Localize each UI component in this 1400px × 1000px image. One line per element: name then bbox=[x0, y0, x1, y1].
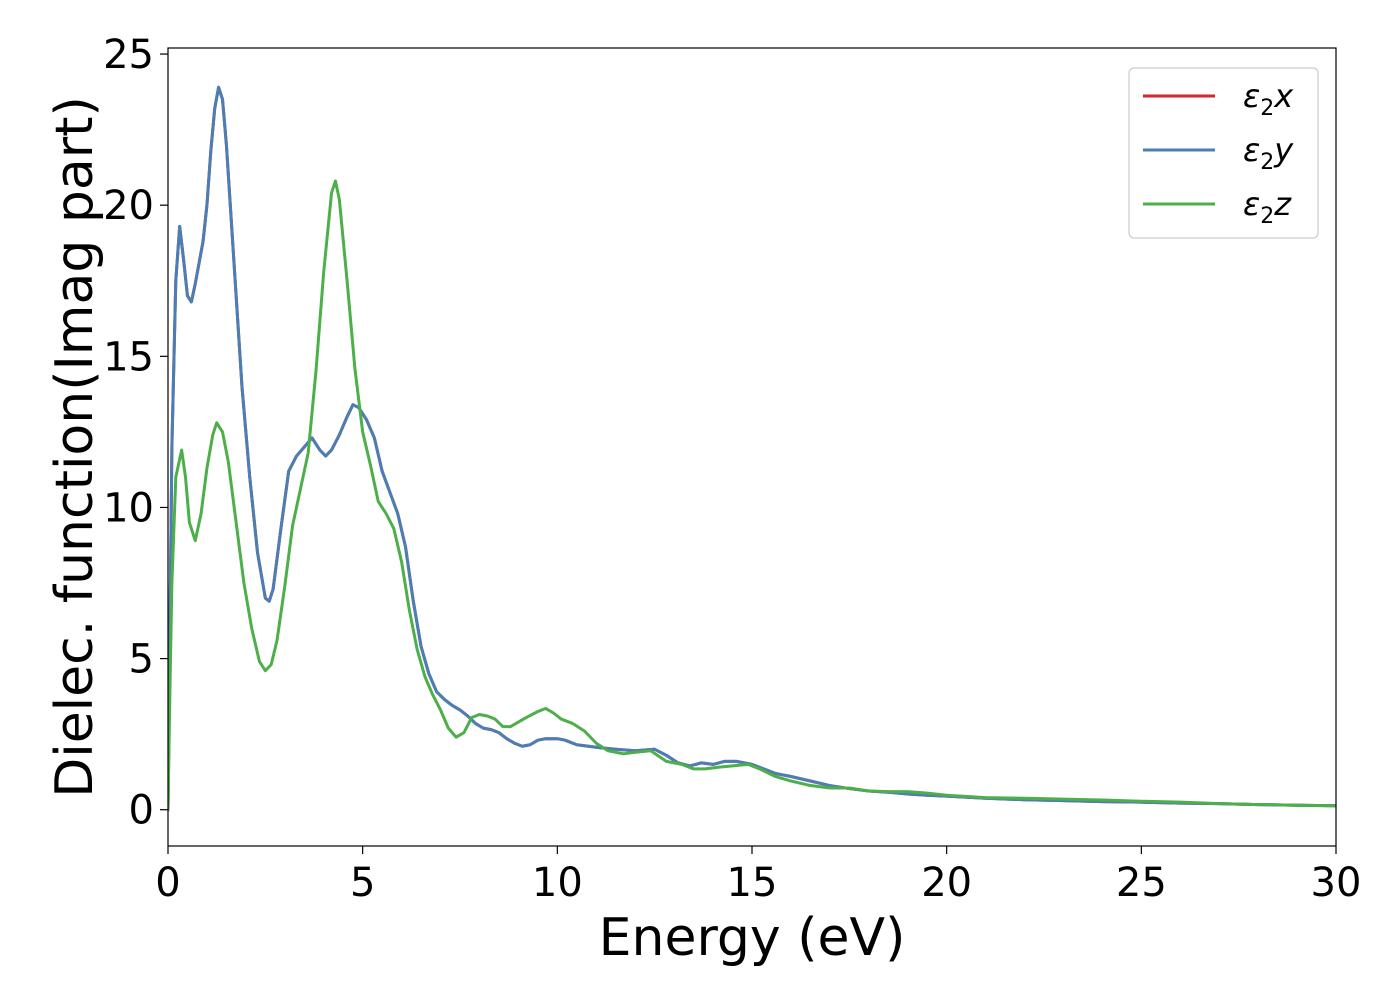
x-axis-ticks: 0 5 10 15 20 25 30 bbox=[155, 846, 1361, 906]
x-tick-label: 5 bbox=[350, 860, 375, 906]
y-axis-label: Dielec. function(Imag part) bbox=[45, 96, 105, 798]
x-tick-label: 0 bbox=[155, 860, 180, 906]
legend-label-x: ε2x bbox=[1243, 77, 1294, 121]
plot-area bbox=[168, 85, 1336, 812]
x-tick-label: 20 bbox=[921, 860, 972, 906]
legend-label-y: ε2y bbox=[1243, 131, 1294, 175]
y-tick-label: 15 bbox=[103, 334, 154, 380]
legend: ε2x ε2y ε2z bbox=[1128, 67, 1319, 239]
x-tick-label: 15 bbox=[727, 860, 778, 906]
y-axis-ticks: 0 5 10 15 20 25 bbox=[103, 32, 168, 834]
legend-box bbox=[1128, 67, 1319, 239]
series-line-z bbox=[168, 179, 1336, 812]
y-tick-label: 20 bbox=[103, 183, 154, 229]
y-tick-label: 5 bbox=[129, 637, 154, 683]
legend-label-z: ε2z bbox=[1243, 185, 1292, 229]
y-tick-label: 25 bbox=[103, 32, 154, 78]
y-tick-label: 10 bbox=[103, 485, 154, 531]
x-tick-label: 10 bbox=[532, 860, 583, 906]
x-axis-label: Energy (eV) bbox=[599, 908, 906, 968]
y-tick-label: 0 bbox=[129, 788, 154, 834]
series-line-y bbox=[168, 85, 1336, 812]
x-tick-label: 25 bbox=[1116, 860, 1167, 906]
x-tick-label: 30 bbox=[1311, 860, 1362, 906]
